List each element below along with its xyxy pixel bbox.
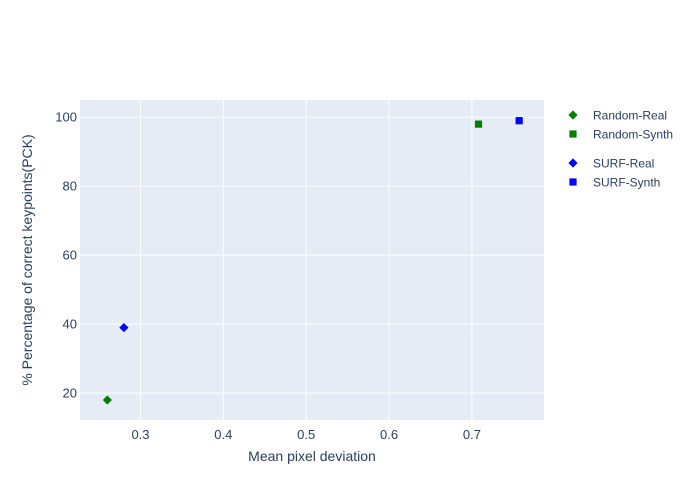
legend-item[interactable]: SURF-Real [568,156,654,170]
x-axis-title: Mean pixel deviation [248,448,376,464]
legend-item[interactable]: Random-Real [568,108,667,122]
y-tick-label: 20 [63,386,77,401]
x-tick-label: 0.6 [380,427,398,442]
legend-item[interactable]: Random-Synth [569,127,673,141]
y-tick-label: 80 [63,179,77,194]
legend-marker [568,158,578,168]
y-tick-label: 40 [63,317,77,332]
data-point [515,117,523,125]
x-tick-label: 0.5 [297,427,315,442]
legend-label: SURF-Synth [593,175,660,189]
legend-marker [568,110,578,120]
plot-area [80,100,544,420]
data-point [474,120,483,128]
x-tick-label: 0.3 [131,427,149,442]
legend-label: SURF-Real [593,156,654,170]
legend-marker [569,130,577,138]
grid-lines [80,100,544,420]
legend-label: Random-Real [593,108,667,122]
x-axis-ticks: 0.3 0.4 0.5 0.6 0.7 [131,427,481,442]
legend[interactable]: Random-Real Random-Synth SURF-Real SURF-Syn… [568,108,673,189]
x-tick-label: 0.7 [463,427,481,442]
data-point [102,395,112,405]
data-points [102,117,523,405]
legend-marker [569,178,577,186]
legend-label: Random-Synth [593,127,673,141]
data-point [119,322,129,333]
y-axis-ticks: 20 40 60 80 100 [55,110,77,401]
y-tick-label: 100 [55,110,77,125]
y-axis-title: % Percentage of correct keypoints(PCK) [19,134,35,385]
y-tick-label: 60 [63,248,77,263]
legend-item[interactable]: SURF-Synth [569,175,660,189]
x-tick-label: 0.4 [214,427,232,442]
